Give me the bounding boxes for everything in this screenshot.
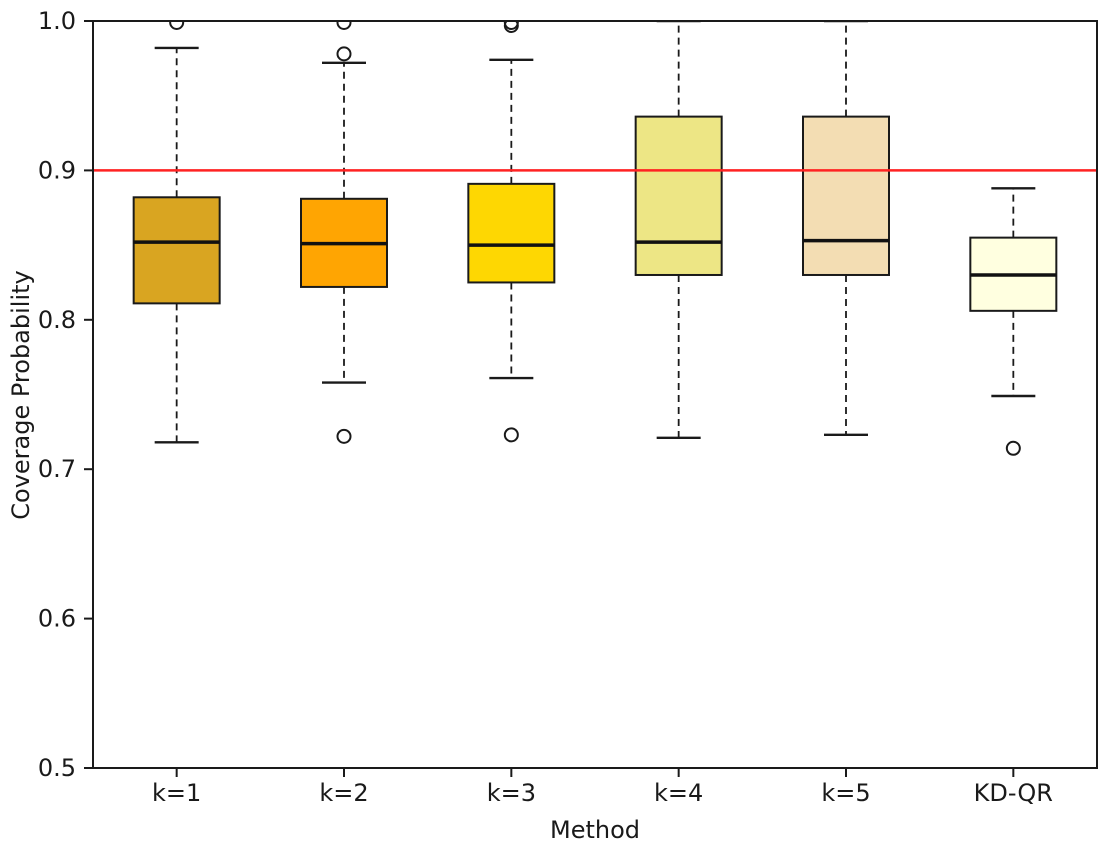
y-tick-label: 0.8: [38, 306, 76, 334]
boxplot-k=4: [634, 21, 723, 440]
x-tick-label: k=1: [152, 779, 201, 807]
plot-frame: [92, 20, 1098, 769]
box: [802, 115, 890, 276]
boxplot-k=2: [300, 21, 388, 444]
y-tick-label: 1.0: [38, 7, 76, 35]
x-axis: k=1 k=2 k=3 k=4 k=5 KD-QR: [152, 768, 1053, 807]
boxplot-k=1: [132, 21, 221, 444]
boxplot-k=5: [802, 21, 890, 437]
x-axis-title: Method: [549, 816, 641, 844]
outlier-point: [169, 21, 185, 30]
outlier-point: [503, 427, 519, 443]
outlier-point: [503, 21, 519, 30]
outlier-point: [1005, 440, 1021, 456]
x-tick-label: k=2: [319, 779, 368, 807]
outlier-point: [336, 21, 352, 30]
box: [132, 196, 221, 305]
x-tick-label: k=4: [654, 779, 703, 807]
y-axis: 0.5 0.6 0.7 0.8 0.9 1.0: [38, 7, 93, 782]
y-tick-label: 0.7: [38, 455, 76, 483]
box: [634, 115, 723, 276]
x-tick-label: KD-QR: [974, 779, 1053, 807]
x-tick-label: k=5: [821, 779, 870, 807]
y-tick-label: 0.5: [38, 754, 76, 782]
box: [467, 182, 556, 284]
y-axis-title: Coverage Probability: [7, 270, 35, 520]
boxplot-k=3: [467, 21, 556, 443]
y-tick-label: 0.6: [38, 605, 76, 633]
x-tick-label: k=3: [487, 779, 536, 807]
outlier-point: [336, 46, 352, 62]
boxplot-KD-QR: [969, 187, 1058, 456]
y-tick-label: 0.9: [38, 156, 76, 184]
plot-data-area: [93, 21, 1097, 456]
outlier-point: [336, 428, 352, 444]
